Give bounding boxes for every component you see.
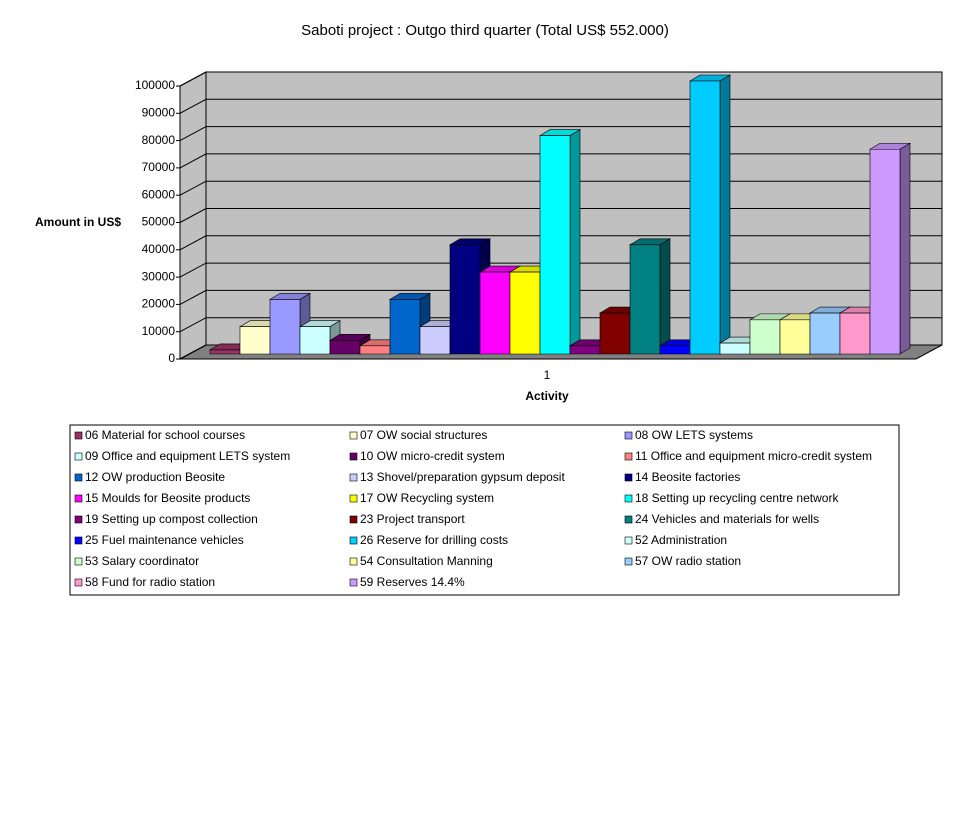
- legend-label: 23 Project transport: [360, 512, 465, 526]
- legend-label: 13 Shovel/preparation gypsum deposit: [360, 470, 565, 484]
- legend-swatch: [349, 536, 358, 545]
- y-tick-label: 60000: [142, 187, 176, 201]
- bar: [688, 74, 732, 355]
- y-tick-label: 70000: [142, 160, 176, 174]
- legend-label: 26 Reserve for drilling costs: [360, 533, 508, 547]
- bar-side: [569, 129, 581, 355]
- bar-front: [749, 319, 781, 355]
- legend-label: 24 Vehicles and materials for wells: [635, 512, 819, 526]
- bar-front: [869, 148, 901, 355]
- y-tick-label: 50000: [142, 215, 176, 229]
- legend-swatch: [624, 557, 633, 566]
- legend-label: 52 Administration: [635, 533, 727, 547]
- legend-swatch: [74, 494, 83, 503]
- legend-label: 11 Office and equipment micro-credit sys…: [635, 449, 872, 463]
- y-tick-label: 90000: [142, 105, 176, 119]
- y-tick-label: 80000: [142, 133, 176, 147]
- legend-swatch: [349, 515, 358, 524]
- bar-front: [389, 299, 421, 355]
- bar-front: [269, 299, 301, 355]
- legend-swatch: [624, 473, 633, 482]
- legend-label: 17 OW Recycling system: [360, 491, 494, 505]
- legend-label: 54 Consultation Manning: [360, 554, 493, 568]
- bar-front: [479, 271, 511, 355]
- legend-label: 07 OW social structures: [360, 428, 487, 442]
- bar-front: [299, 326, 331, 355]
- bar: [628, 238, 672, 355]
- bar-front: [329, 340, 361, 355]
- y-axis-title: Amount in US$: [35, 215, 121, 229]
- bar-front: [839, 312, 871, 355]
- y-tick-label: 20000: [142, 297, 176, 311]
- legend-swatch: [74, 536, 83, 545]
- legend-label: 12 OW production Beosite: [85, 470, 225, 484]
- legend-swatch: [74, 515, 83, 524]
- grid-line: [179, 71, 942, 87]
- legend-swatch: [624, 515, 633, 524]
- legend-label: 59 Reserves 14.4%: [360, 575, 465, 589]
- legend-swatch: [74, 473, 83, 482]
- bar-front: [419, 326, 451, 355]
- legend-label: 08 OW LETS systems: [635, 428, 753, 442]
- bar-front: [629, 244, 661, 355]
- bar-front: [449, 244, 481, 355]
- y-tick-label: 40000: [142, 242, 176, 256]
- legend-label: 19 Setting up compost collection: [85, 512, 258, 526]
- legend-box: [69, 424, 900, 596]
- legend-label: 06 Material for school courses: [85, 428, 245, 442]
- legend-label: 14 Beosite factories: [635, 470, 740, 484]
- bar-front: [359, 345, 391, 355]
- bar-front: [209, 349, 241, 355]
- legend-swatch: [74, 431, 83, 440]
- legend-swatch: [74, 452, 83, 461]
- legend-swatch: [74, 578, 83, 587]
- bar-side: [719, 74, 731, 355]
- legend-swatch: [624, 452, 633, 461]
- legend-swatch: [349, 557, 358, 566]
- bar: [868, 142, 912, 355]
- bar-front: [719, 342, 751, 355]
- legend-swatch: [349, 494, 358, 503]
- legend-swatch: [624, 536, 633, 545]
- bar-front: [509, 271, 541, 355]
- legend-label: 10 OW micro-credit system: [360, 449, 505, 463]
- legend-label: 25 Fuel maintenance vehicles: [85, 533, 244, 547]
- y-tick-label: 30000: [142, 269, 176, 283]
- bar: [538, 129, 582, 355]
- x-tick-label: 1: [544, 368, 551, 382]
- legend-label: 58 Fund for radio station: [85, 575, 215, 589]
- bar-front: [809, 312, 841, 355]
- legend-swatch: [349, 431, 358, 440]
- legend-label: 09 Office and equipment LETS system: [85, 449, 290, 463]
- legend-swatch: [624, 431, 633, 440]
- y-tick-label: 10000: [142, 324, 176, 338]
- x-axis-title: Activity: [525, 389, 569, 403]
- y-tick-label: 0: [168, 351, 175, 365]
- bar-front: [779, 319, 811, 355]
- bar-side: [899, 142, 911, 355]
- legend-label: 15 Moulds for Beosite products: [85, 491, 250, 505]
- bar-front: [599, 312, 631, 355]
- bar-front: [239, 326, 271, 355]
- legend-swatch: [349, 452, 358, 461]
- legend-label: 18 Setting up recycling centre network: [635, 491, 839, 505]
- legend-label: 53 Salary coordinator: [85, 554, 199, 568]
- legend-swatch: [74, 557, 83, 566]
- legend-swatch: [349, 473, 358, 482]
- legend-label: 57 OW radio station: [635, 554, 741, 568]
- y-tick-label: 100000: [135, 78, 175, 92]
- chart-title: Saboti project : Outgo third quarter (To…: [301, 22, 669, 39]
- bar-front: [659, 345, 691, 355]
- bar-side: [659, 238, 671, 355]
- bar-front: [569, 345, 601, 355]
- bar-front: [689, 80, 721, 355]
- legend-swatch: [349, 578, 358, 587]
- bar-front: [539, 135, 571, 355]
- legend-swatch: [624, 494, 633, 503]
